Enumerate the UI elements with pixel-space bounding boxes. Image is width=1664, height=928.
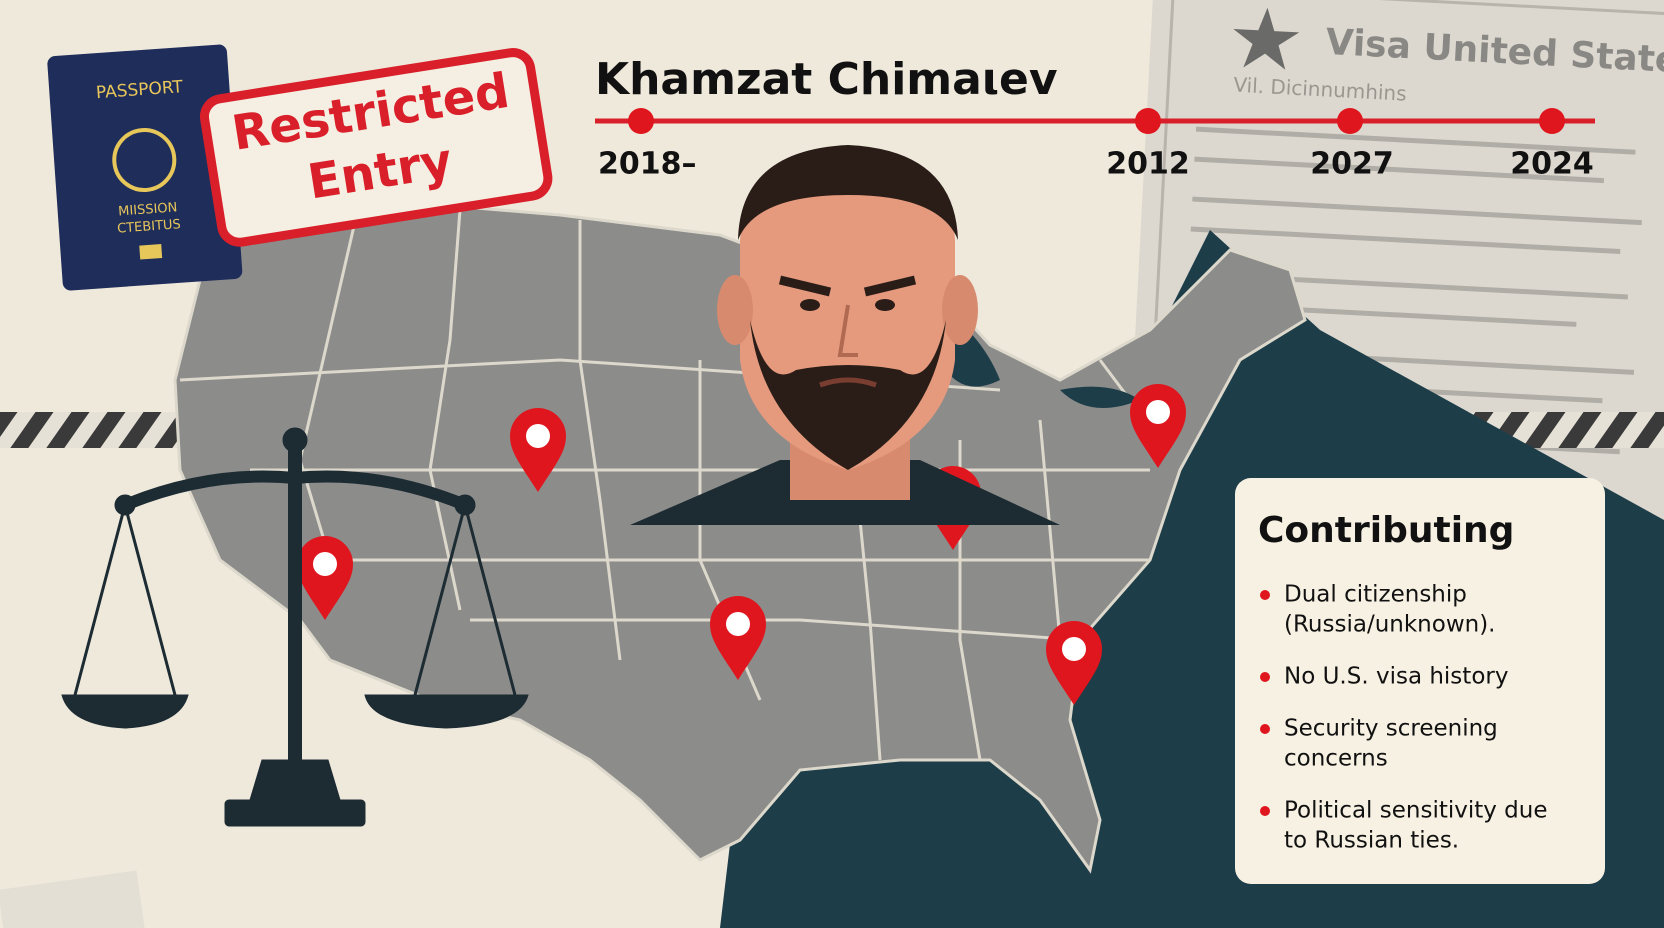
title: Khamzat Chimaιev xyxy=(595,54,1058,105)
stamp-border xyxy=(199,48,553,247)
timeline-label: 2024 xyxy=(1510,147,1594,182)
passport-cover xyxy=(47,44,243,291)
bullet-text: Security screening xyxy=(1284,716,1498,742)
timeline-dot xyxy=(1135,108,1161,134)
timeline: 2018– 2012 2027 2024 xyxy=(598,108,1594,182)
bullet-list: Dual citizenship (Russia/unknown). No U.S.… xyxy=(1260,582,1548,854)
bullet-dot xyxy=(1260,590,1270,600)
stamp: Restricted Entry xyxy=(199,48,553,247)
state-borders xyxy=(179,199,1162,761)
bullet-text: Political sensitivity due xyxy=(1284,798,1548,824)
timeline-dot xyxy=(628,108,654,134)
panel-heading: Contributing xyxy=(1258,510,1514,551)
portrait xyxy=(630,145,1060,525)
great-lakes xyxy=(930,300,1140,408)
bullet-text: to Russian ties. xyxy=(1284,828,1459,854)
panel-box xyxy=(1235,478,1605,884)
timeline-label: 2012 xyxy=(1106,147,1190,182)
passport-emblem xyxy=(112,128,177,193)
timeline-dot xyxy=(1539,108,1565,134)
bullet-text: (Russia/unknown). xyxy=(1284,612,1496,638)
map-pin xyxy=(1130,384,1186,468)
paper-scrap xyxy=(0,870,145,928)
passport-caption: CTEBITUS xyxy=(117,217,182,236)
map-pin xyxy=(1046,621,1102,705)
timeline-dot xyxy=(1337,108,1363,134)
bullet-dot xyxy=(1260,724,1270,734)
map-pins xyxy=(297,384,1186,705)
info-panel: Contributing Dual citizenship (Russia/unk… xyxy=(1235,478,1605,884)
map-pin xyxy=(510,408,566,492)
bullet-dot xyxy=(1260,672,1270,682)
bullet-text: concerns xyxy=(1284,746,1388,772)
document-star xyxy=(1233,7,1300,70)
map-pin xyxy=(297,536,353,620)
timeline-label: 2027 xyxy=(1310,147,1394,182)
passport-chip xyxy=(139,244,163,260)
map-pin xyxy=(710,596,766,680)
bullet-text: No U.S. visa history xyxy=(1284,664,1508,690)
bullet-dot xyxy=(1260,806,1270,816)
scales-of-justice xyxy=(61,427,529,827)
bullet-text: Dual citizenship xyxy=(1284,582,1467,608)
passport: PASSPORT MIISSION CTEBITUS xyxy=(47,44,243,291)
passport-caption: MIISSION xyxy=(118,200,178,219)
timeline-label: 2018– xyxy=(598,147,697,182)
